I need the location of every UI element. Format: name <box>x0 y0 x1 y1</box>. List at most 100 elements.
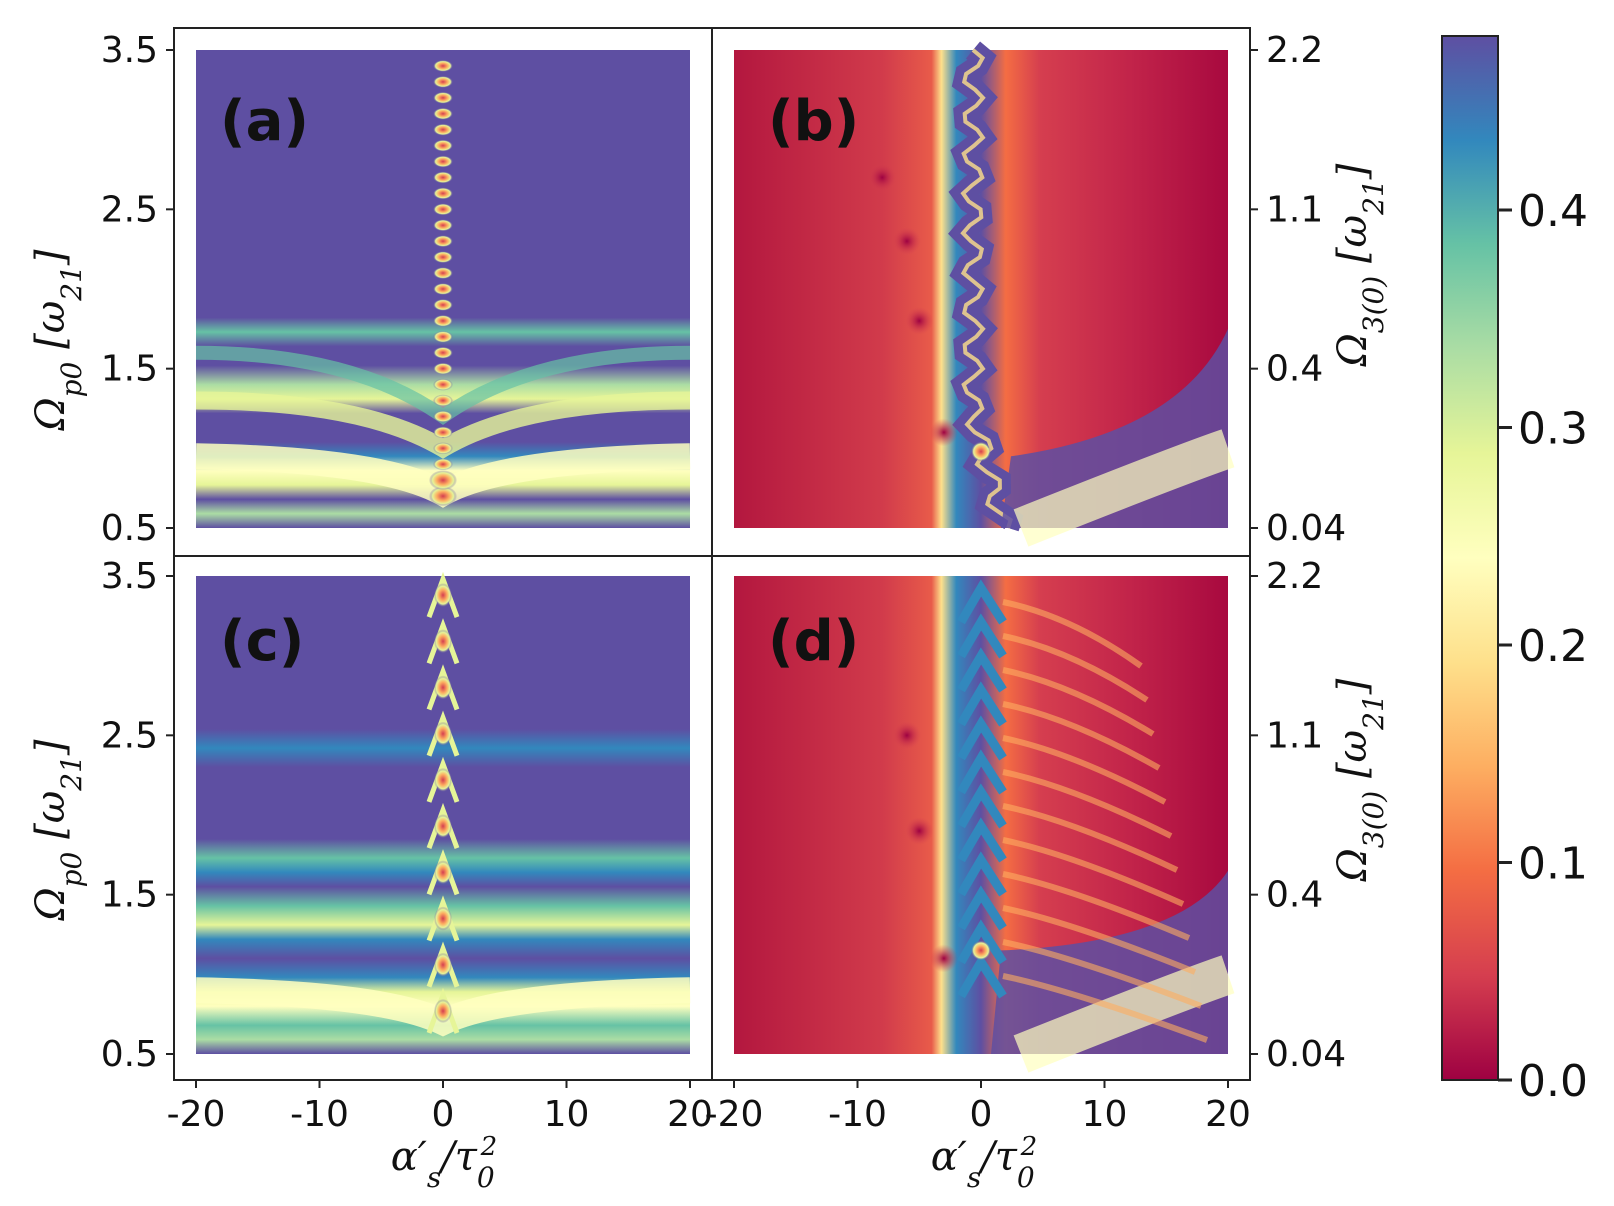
dark-spot <box>892 227 921 256</box>
x-tick-label: 20 <box>667 1094 713 1135</box>
colorbar-tick-label: 0.3 <box>1518 404 1588 455</box>
y-tick-label: 3.5 <box>101 30 158 71</box>
fringe-dot <box>433 251 453 264</box>
axis-ticks: 0.5 1.5 2.5 3.5 0.5 1.5 2.5 3.5 0.04 0.4 1.1 2.2 0.0… <box>101 30 1346 1135</box>
fringe-arc <box>1002 633 1149 703</box>
panel-label-c: (c) <box>220 609 304 674</box>
fringe-arc <box>1002 803 1179 873</box>
fringe-dot <box>433 107 453 120</box>
y-tick-right-label: 2.2 <box>1266 556 1323 597</box>
ylabel-left-bottom: Ωp0 [ω21] <box>28 739 88 922</box>
fringe-dot <box>434 952 452 977</box>
chevron <box>957 715 1007 761</box>
panel-label-d: (d) <box>768 609 859 674</box>
colorbar-tick-label: 0.4 <box>1518 186 1588 237</box>
y-tick-label: 0.5 <box>101 1034 158 1075</box>
chevron <box>957 749 1007 795</box>
chevron <box>957 885 1007 931</box>
fringe-dot <box>433 171 453 184</box>
fringe-dot <box>433 91 453 104</box>
fringe-dot <box>971 940 991 961</box>
chevron <box>426 571 460 618</box>
panel-label-b: (b) <box>768 89 859 154</box>
fringe-arc <box>1002 735 1167 805</box>
fringe-arc <box>1002 599 1143 669</box>
fringe-arc <box>1002 939 1203 1009</box>
y-tick-label: 1.5 <box>101 875 158 916</box>
fringe-arc <box>1002 837 1185 907</box>
x-tick-label: -20 <box>167 1094 226 1135</box>
fringe-arc <box>1002 973 1209 1043</box>
chevron <box>426 849 460 896</box>
panel-label-a: (a) <box>220 89 309 154</box>
x-tick-label: 10 <box>1082 1094 1128 1135</box>
ylabel-right-bottom-text: Ω3(0) [ω21] <box>1330 678 1390 882</box>
chevron <box>426 941 460 988</box>
panel-d: (d) <box>734 576 1235 1073</box>
dark-spot <box>905 816 934 845</box>
fringe-dot <box>433 346 453 359</box>
y-tick-right-label: 2.2 <box>1266 30 1323 71</box>
chevron <box>957 817 1007 863</box>
fringe-dot <box>433 378 453 391</box>
chevron <box>426 895 460 942</box>
fringe-dot <box>433 219 453 232</box>
dark-spot <box>905 306 934 335</box>
chevron <box>426 710 460 757</box>
chevron <box>957 919 1007 965</box>
fringe-dot <box>433 187 453 200</box>
chevron <box>957 647 1007 693</box>
fringe-dot <box>433 283 453 295</box>
fringe-dot <box>434 814 452 839</box>
fringe-dot <box>433 426 453 439</box>
panel-b: (b) <box>734 41 1235 547</box>
fringe-dot <box>434 767 452 792</box>
chevron <box>426 618 460 665</box>
fringe-dot <box>433 75 453 88</box>
fringe-dot <box>434 860 452 885</box>
fringe-dot <box>429 486 457 507</box>
y-tick-label: 2.5 <box>101 715 158 756</box>
y-tick-right-label: 0.04 <box>1266 508 1346 549</box>
fringe-dot <box>433 330 453 343</box>
fringe-dot <box>971 441 991 462</box>
xlabel-right: α′s/τ02 <box>931 1132 1037 1194</box>
y-tick-right-label: 0.4 <box>1266 875 1323 916</box>
heatmap-d-features <box>892 579 1235 1073</box>
heatmap-c-features <box>195 571 691 1037</box>
x-tick-label: 20 <box>1205 1094 1251 1135</box>
fringe-dot <box>434 583 452 608</box>
ylabel-left-top: Ωp0 [ω21] <box>28 249 88 432</box>
y-tick-right-label: 0.4 <box>1266 349 1323 390</box>
chevron <box>957 953 1007 999</box>
fringe-arc <box>1002 667 1155 737</box>
x-tick-label: 0 <box>970 1094 993 1135</box>
chevron <box>957 851 1007 897</box>
chevron <box>957 681 1007 727</box>
fringe-dot <box>433 314 453 327</box>
fringe-dot <box>433 394 453 407</box>
y-tick-label: 2.5 <box>101 189 158 230</box>
y-tick-right-label: 0.04 <box>1266 1034 1346 1075</box>
dark-spot <box>929 418 958 447</box>
fringe-dot <box>433 442 453 455</box>
fringe-dot <box>429 470 457 491</box>
x-tick-label: 10 <box>544 1094 590 1135</box>
fringe-dot <box>433 203 453 216</box>
chevron <box>957 783 1007 829</box>
fringe-dot <box>433 59 453 72</box>
x-tick-label: -20 <box>705 1094 764 1135</box>
chevron <box>957 613 1007 659</box>
wave-highlight <box>960 48 1013 529</box>
y-tick-label: 1.5 <box>101 349 158 390</box>
fringe-dot <box>433 458 453 471</box>
fringe-arc <box>1002 905 1197 975</box>
fringe-dot <box>433 139 453 152</box>
fringe-dot <box>434 629 452 654</box>
colorbar-strip <box>1441 35 1499 1081</box>
chevron <box>426 664 460 711</box>
fringe-dot <box>433 267 453 280</box>
fringe-dot <box>433 298 453 311</box>
fringe-dot <box>433 410 453 423</box>
